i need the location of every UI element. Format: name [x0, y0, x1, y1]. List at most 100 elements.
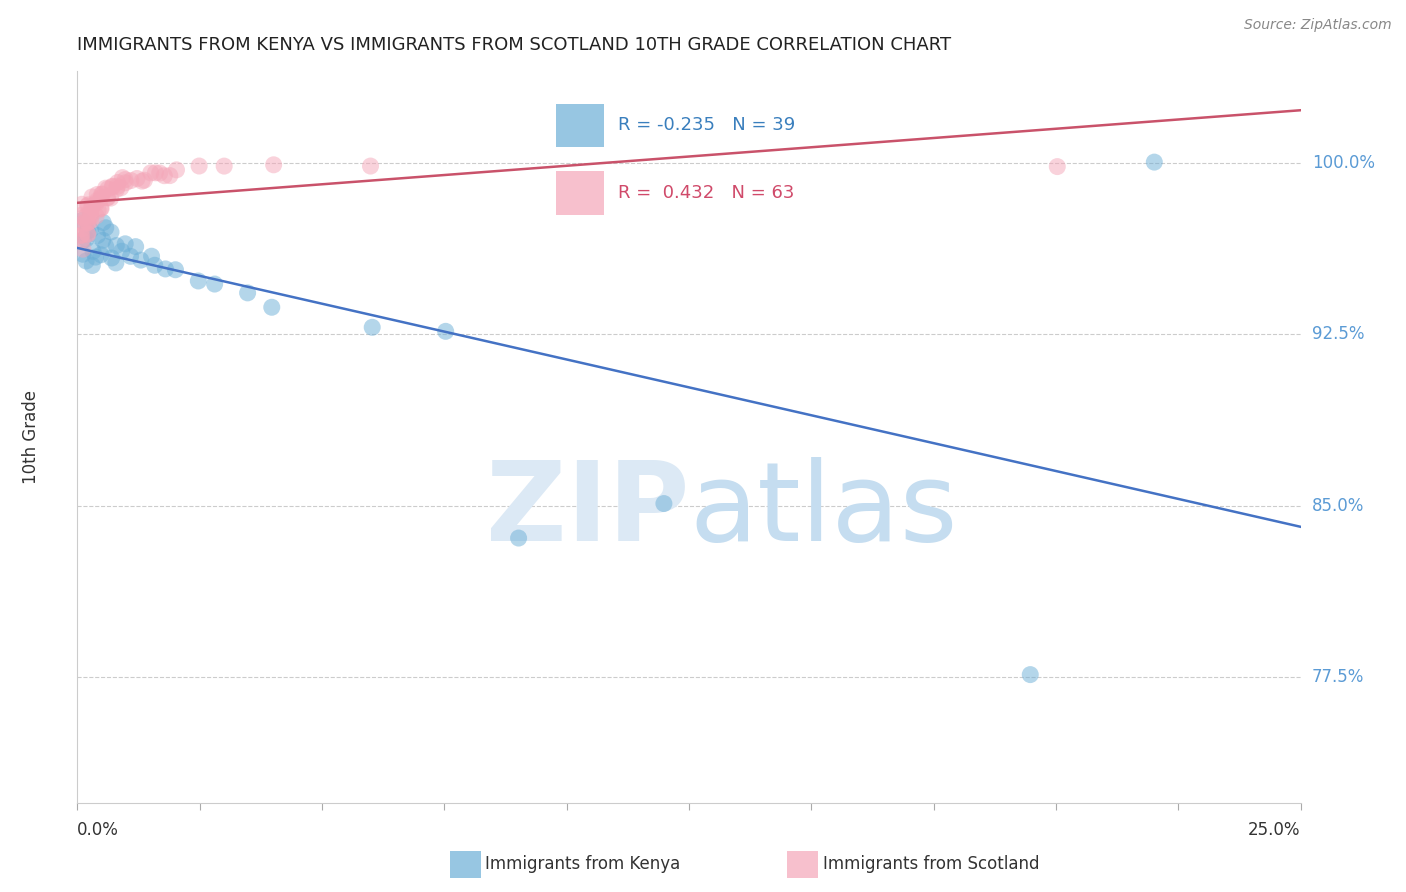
Point: [70, 234, 93, 248]
Point: [120, 249, 142, 263]
Point: [129, 253, 152, 268]
Point: [79, 207, 101, 221]
Text: 92.5%: 92.5%: [1312, 326, 1364, 343]
Point: [166, 162, 188, 177]
Point: [84, 250, 107, 264]
Point: [111, 244, 134, 259]
Point: [76, 215, 98, 229]
Point: [86, 196, 108, 211]
Point: [97, 191, 120, 205]
Point: [361, 320, 384, 334]
Text: ZIP: ZIP: [485, 457, 689, 564]
Point: [652, 497, 675, 511]
Point: [134, 173, 156, 187]
Point: [155, 261, 177, 276]
Point: [141, 249, 163, 263]
Point: [212, 159, 235, 173]
Text: atlas: atlas: [689, 457, 957, 564]
Point: [76, 209, 98, 223]
Point: [80, 223, 103, 237]
Point: [70, 213, 93, 227]
Point: [72, 232, 94, 246]
Point: [114, 176, 136, 190]
Point: [1143, 155, 1166, 169]
Point: [187, 274, 209, 288]
Point: [80, 199, 103, 213]
Point: [87, 203, 110, 218]
Point: [100, 251, 122, 265]
Point: [91, 215, 114, 229]
Point: [76, 224, 98, 238]
Point: [101, 179, 124, 194]
Point: [75, 254, 97, 268]
Point: [149, 166, 172, 180]
Point: [86, 194, 108, 208]
Point: [153, 169, 176, 183]
Point: [90, 248, 112, 262]
Point: [80, 199, 103, 213]
Point: [105, 238, 128, 252]
Point: [100, 225, 122, 239]
Point: [105, 179, 128, 194]
Point: [120, 173, 142, 187]
Point: [94, 220, 117, 235]
Point: [76, 199, 98, 213]
Point: [72, 247, 94, 261]
Point: [143, 258, 166, 272]
Point: [79, 214, 101, 228]
Point: [91, 233, 114, 247]
Text: Immigrants from Kenya: Immigrants from Kenya: [485, 855, 681, 873]
Point: [76, 227, 98, 241]
Point: [97, 182, 120, 196]
Point: [107, 176, 129, 190]
Point: [434, 324, 457, 338]
Point: [204, 277, 226, 291]
Point: [72, 242, 94, 256]
Point: [114, 236, 136, 251]
Text: Source: ZipAtlas.com: Source: ZipAtlas.com: [1244, 18, 1392, 32]
Point: [86, 228, 108, 243]
Point: [1019, 667, 1042, 681]
Point: [94, 181, 117, 195]
Point: [110, 181, 132, 195]
Point: [70, 208, 93, 222]
Text: 0.0%: 0.0%: [77, 821, 120, 839]
Point: [236, 285, 259, 300]
Point: [70, 228, 93, 243]
Point: [72, 211, 94, 225]
Point: [139, 166, 162, 180]
Point: [104, 256, 127, 270]
Point: [70, 227, 93, 242]
Text: 100.0%: 100.0%: [1312, 153, 1375, 172]
Point: [77, 215, 100, 229]
Point: [90, 191, 112, 205]
Point: [159, 169, 181, 183]
Point: [124, 240, 146, 254]
Text: 85.0%: 85.0%: [1312, 497, 1364, 515]
Point: [72, 217, 94, 231]
Point: [1046, 160, 1069, 174]
Point: [90, 202, 112, 216]
Text: 10th Grade: 10th Grade: [22, 390, 39, 484]
Point: [114, 172, 136, 186]
Point: [80, 210, 103, 224]
Point: [131, 174, 153, 188]
Point: [82, 259, 104, 273]
Point: [260, 300, 283, 314]
Text: Immigrants from Scotland: Immigrants from Scotland: [823, 855, 1039, 873]
Point: [90, 202, 112, 216]
Point: [508, 531, 530, 545]
Point: [263, 158, 285, 172]
Point: [145, 166, 167, 180]
Point: [86, 187, 108, 202]
Point: [70, 197, 93, 211]
Point: [80, 190, 103, 204]
Text: 77.5%: 77.5%: [1312, 668, 1364, 686]
Point: [90, 187, 112, 202]
Point: [94, 239, 117, 253]
Point: [96, 191, 118, 205]
Point: [360, 159, 382, 173]
Point: [125, 171, 148, 186]
Point: [101, 179, 124, 194]
Point: [82, 244, 104, 259]
